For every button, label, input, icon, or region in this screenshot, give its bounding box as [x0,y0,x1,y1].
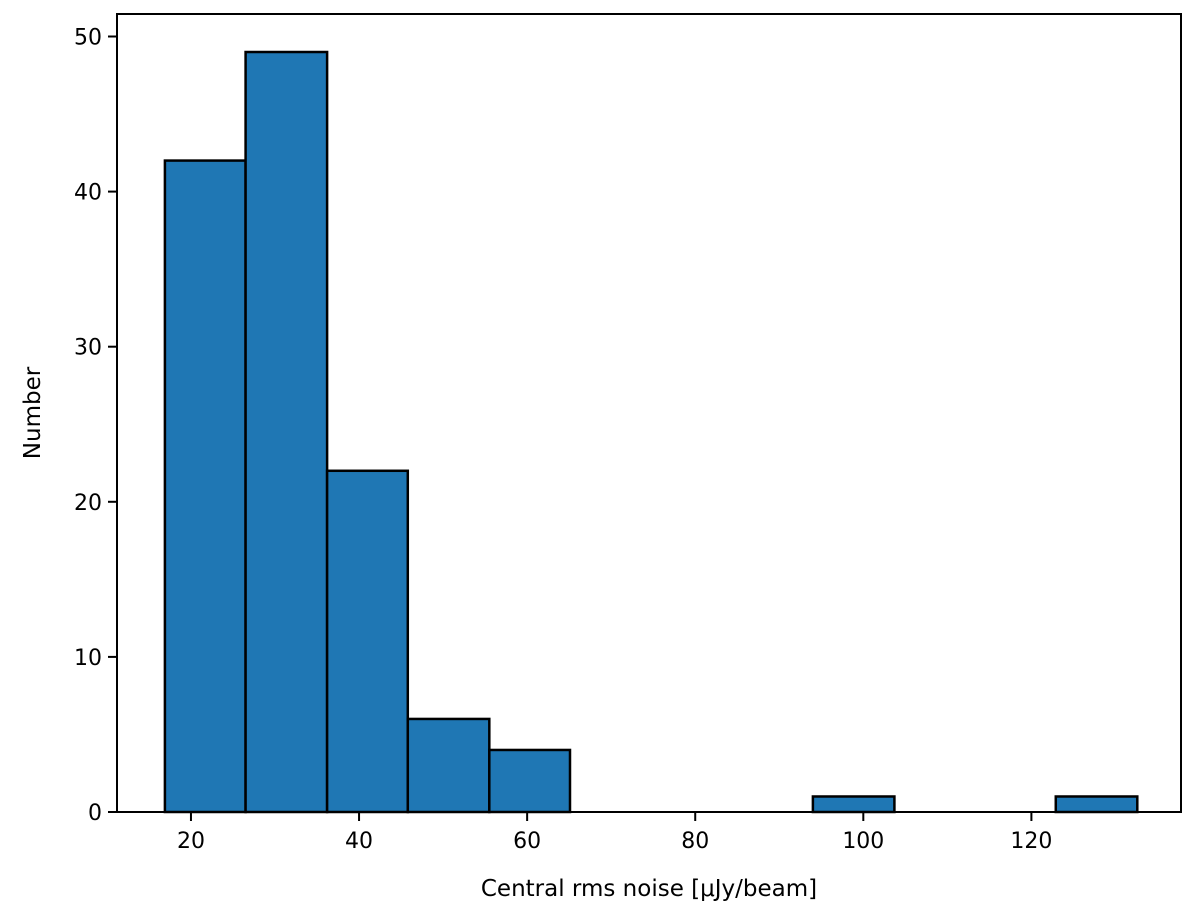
bars-group [163,50,1139,814]
x-tick-label: 120 [1010,829,1052,854]
histogram-bar [163,159,247,814]
y-axis-ticks: 0 10 20 30 40 50 [74,25,117,826]
x-axis-ticks: 20 40 60 80 100 120 [177,812,1052,854]
x-tick-label: 100 [842,829,884,854]
x-tick-label: 40 [345,829,373,854]
histogram-bar [325,469,410,814]
histogram-bar [1054,795,1139,814]
plot-frame [116,13,1182,813]
histogram-bar [811,795,896,814]
y-tick-label: 10 [74,646,102,671]
x-tick-label: 80 [681,829,709,854]
y-tick-label: 30 [74,336,102,361]
x-tick-label: 20 [177,829,205,854]
y-tick-label: 20 [74,491,102,516]
y-axis-label: Number [20,366,46,459]
y-tick-label: 50 [74,25,102,50]
histogram-bar [244,50,329,814]
y-tick-label: 0 [88,801,102,826]
histogram-bar [406,717,491,814]
histogram-bar [488,748,572,814]
x-axis-label: Central rms noise [μJy/beam] [481,876,817,902]
x-tick-label: 60 [513,829,541,854]
y-tick-label: 40 [74,181,102,206]
